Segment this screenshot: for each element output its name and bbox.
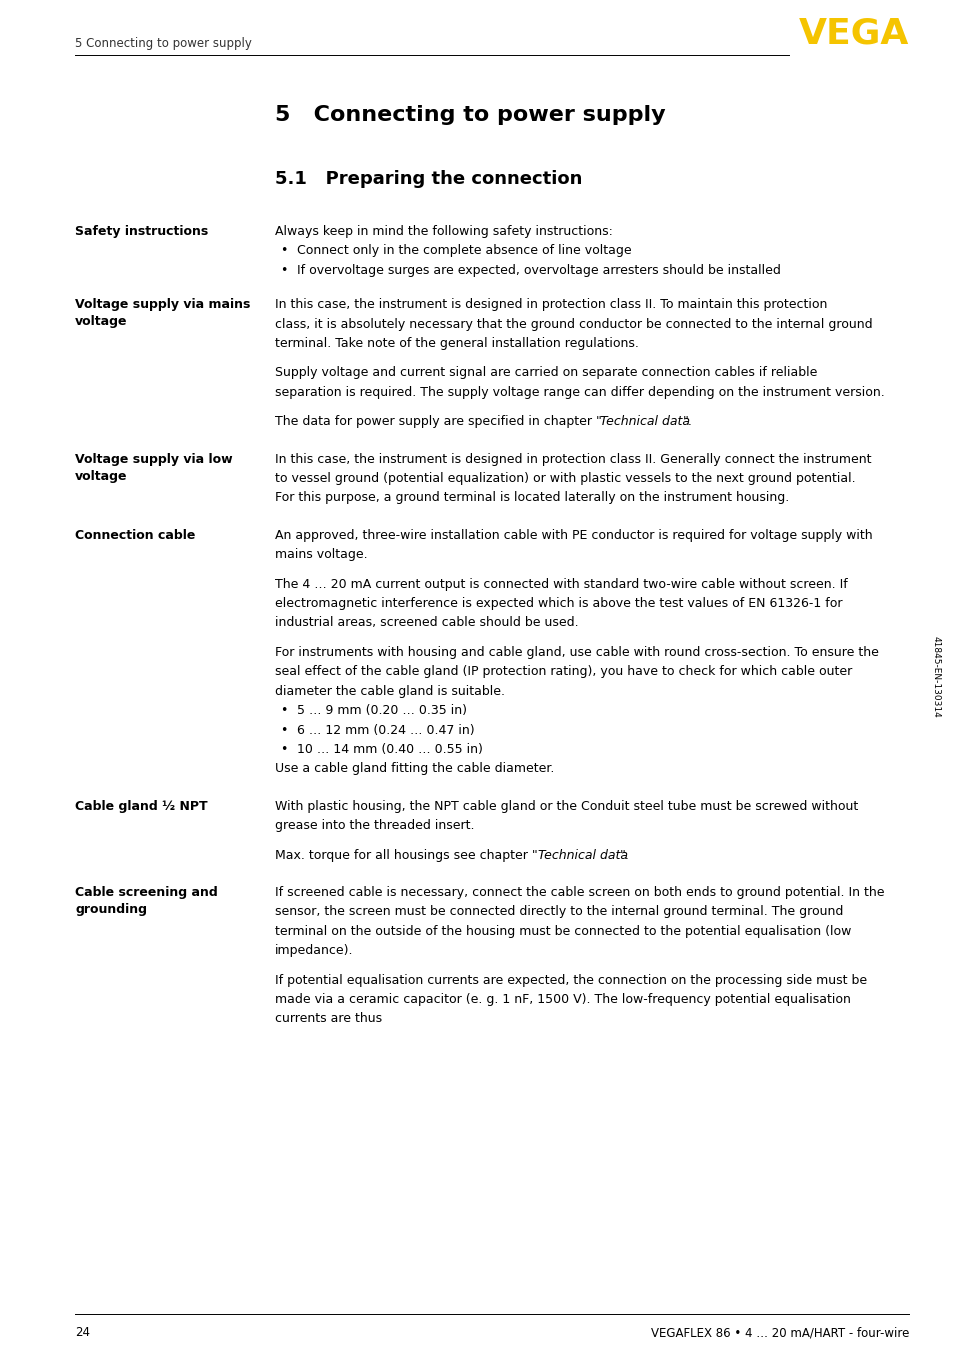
Text: 5 … 9 mm (0.20 … 0.35 in): 5 … 9 mm (0.20 … 0.35 in): [296, 704, 467, 718]
Text: 41845-EN-130314: 41845-EN-130314: [930, 636, 940, 718]
Text: •: •: [280, 264, 287, 276]
Text: 6 … 12 mm (0.24 … 0.47 in): 6 … 12 mm (0.24 … 0.47 in): [296, 723, 475, 737]
Text: The data for power supply are specified in chapter ": The data for power supply are specified …: [274, 416, 601, 428]
Text: Always keep in mind the following safety instructions:: Always keep in mind the following safety…: [274, 225, 612, 238]
Text: •: •: [280, 723, 287, 737]
Text: diameter the cable gland is suitable.: diameter the cable gland is suitable.: [274, 685, 504, 697]
Text: •: •: [280, 743, 287, 756]
Text: 5   Connecting to power supply: 5 Connecting to power supply: [274, 106, 665, 125]
Text: If screened cable is necessary, connect the cable screen on both ends to ground : If screened cable is necessary, connect …: [274, 886, 883, 899]
Text: ".: ".: [681, 416, 691, 428]
Text: Supply voltage and current signal are carried on separate connection cables if r: Supply voltage and current signal are ca…: [274, 367, 817, 379]
Text: class, it is absolutely necessary that the ground conductor be connected to the : class, it is absolutely necessary that t…: [274, 318, 872, 330]
Text: ".: ".: [619, 849, 629, 861]
Text: Technical data: Technical data: [537, 849, 627, 861]
Text: Cable gland ½ NPT: Cable gland ½ NPT: [75, 800, 208, 812]
Text: The 4 … 20 mA current output is connected with standard two-wire cable without s: The 4 … 20 mA current output is connecte…: [274, 578, 847, 590]
Text: Voltage supply via mains
voltage: Voltage supply via mains voltage: [75, 298, 250, 328]
Text: For this purpose, a ground terminal is located laterally on the instrument housi: For this purpose, a ground terminal is l…: [274, 492, 788, 505]
Text: currents are thus: currents are thus: [274, 1013, 382, 1025]
Text: Connect only in the complete absence of line voltage: Connect only in the complete absence of …: [296, 245, 631, 257]
Text: VEGA: VEGA: [798, 16, 908, 50]
Text: mains voltage.: mains voltage.: [274, 548, 367, 562]
Text: Connection cable: Connection cable: [75, 529, 195, 542]
Text: •: •: [280, 704, 287, 718]
Text: terminal on the outside of the housing must be connected to the potential equali: terminal on the outside of the housing m…: [274, 925, 850, 938]
Text: For instruments with housing and cable gland, use cable with round cross-section: For instruments with housing and cable g…: [274, 646, 878, 659]
Text: •: •: [280, 245, 287, 257]
Text: Safety instructions: Safety instructions: [75, 225, 208, 238]
Text: An approved, three-wire installation cable with PE conductor is required for vol: An approved, three-wire installation cab…: [274, 529, 872, 542]
Text: If overvoltage surges are expected, overvoltage arresters should be installed: If overvoltage surges are expected, over…: [296, 264, 781, 276]
Text: made via a ceramic capacitor (e. g. 1 nF, 1500 V). The low-frequency potential e: made via a ceramic capacitor (e. g. 1 nF…: [274, 992, 850, 1006]
Text: impedance).: impedance).: [274, 944, 354, 957]
Text: With plastic housing, the NPT cable gland or the Conduit steel tube must be scre: With plastic housing, the NPT cable glan…: [274, 800, 858, 812]
Text: sensor, the screen must be connected directly to the internal ground terminal. T: sensor, the screen must be connected dir…: [274, 906, 842, 918]
Text: terminal. Take note of the general installation regulations.: terminal. Take note of the general insta…: [274, 337, 639, 351]
Text: Technical data: Technical data: [599, 416, 689, 428]
Text: 10 … 14 mm (0.40 … 0.55 in): 10 … 14 mm (0.40 … 0.55 in): [296, 743, 482, 756]
Text: 5 Connecting to power supply: 5 Connecting to power supply: [75, 37, 252, 50]
Text: electromagnetic interference is expected which is above the test values of EN 61: electromagnetic interference is expected…: [274, 597, 841, 611]
Text: 24: 24: [75, 1326, 90, 1339]
Text: Cable screening and
grounding: Cable screening and grounding: [75, 886, 217, 915]
Text: to vessel ground (potential equalization) or with plastic vessels to the next gr: to vessel ground (potential equalization…: [274, 473, 855, 485]
Text: industrial areas, screened cable should be used.: industrial areas, screened cable should …: [274, 616, 578, 630]
Text: VEGAFLEX 86 • 4 … 20 mA/HART - four-wire: VEGAFLEX 86 • 4 … 20 mA/HART - four-wire: [650, 1326, 908, 1339]
Text: Max. torque for all housings see chapter ": Max. torque for all housings see chapter…: [274, 849, 537, 861]
Text: 5.1   Preparing the connection: 5.1 Preparing the connection: [274, 171, 581, 188]
Text: In this case, the instrument is designed in protection class II. To maintain thi: In this case, the instrument is designed…: [274, 298, 826, 311]
Text: Voltage supply via low
voltage: Voltage supply via low voltage: [75, 452, 233, 482]
Text: separation is required. The supply voltage range can differ depending on the ins: separation is required. The supply volta…: [274, 386, 883, 399]
Text: grease into the threaded insert.: grease into the threaded insert.: [274, 819, 474, 833]
Text: seal effect of the cable gland (IP protection rating), you have to check for whi: seal effect of the cable gland (IP prote…: [274, 665, 851, 678]
Text: In this case, the instrument is designed in protection class II. Generally conne: In this case, the instrument is designed…: [274, 452, 871, 466]
Text: Use a cable gland fitting the cable diameter.: Use a cable gland fitting the cable diam…: [274, 762, 554, 776]
Text: If potential equalisation currents are expected, the connection on the processin: If potential equalisation currents are e…: [274, 974, 866, 987]
